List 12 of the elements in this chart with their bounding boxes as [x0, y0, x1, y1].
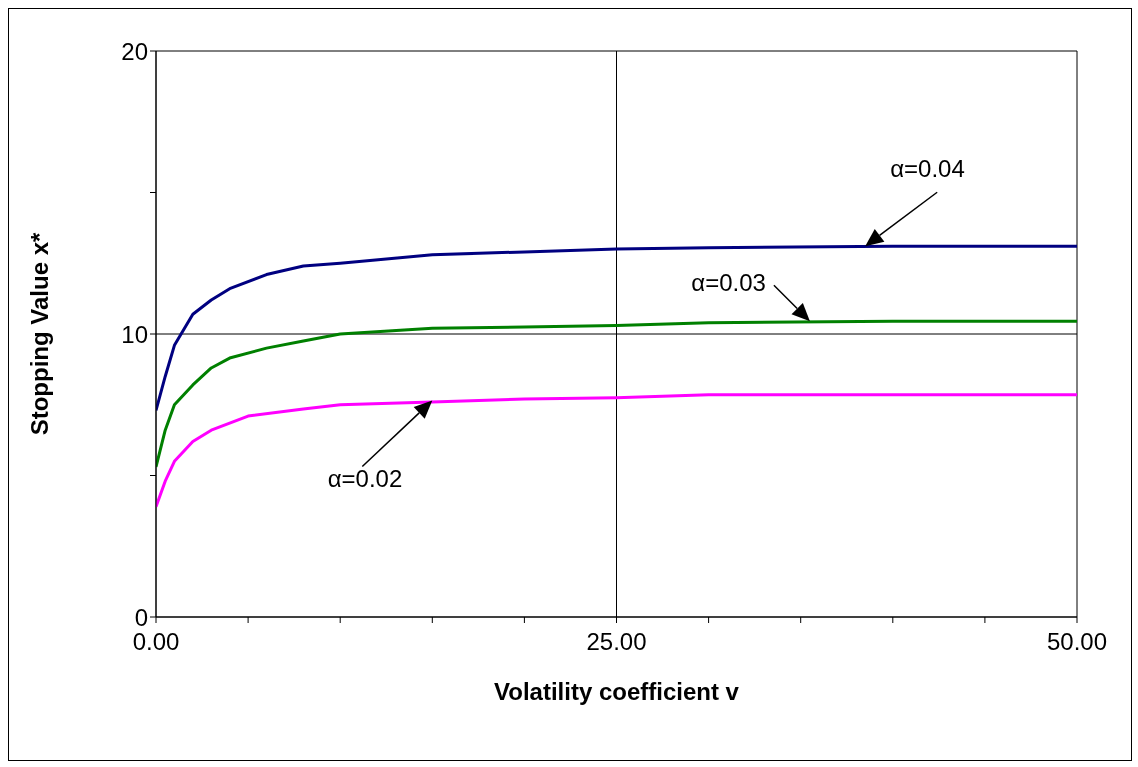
x-tick-label: 0.00: [132, 628, 180, 656]
annotation: α=0.04: [890, 155, 965, 183]
x-tick-label: 25.00: [586, 628, 647, 656]
line-series: [156, 393, 1077, 509]
y-axis-title: Stopping Value x*: [25, 231, 53, 436]
y-tick-label: 20: [121, 37, 148, 65]
annotation: α=0.02: [327, 464, 403, 492]
y-tick-label: 0: [134, 603, 148, 631]
x-axis-title: Volatility coefficient v: [494, 678, 740, 705]
x-tick-label: 50.00: [1046, 628, 1108, 656]
annotation: α=0.03: [691, 269, 766, 297]
y-tick-label: 10: [121, 320, 148, 348]
